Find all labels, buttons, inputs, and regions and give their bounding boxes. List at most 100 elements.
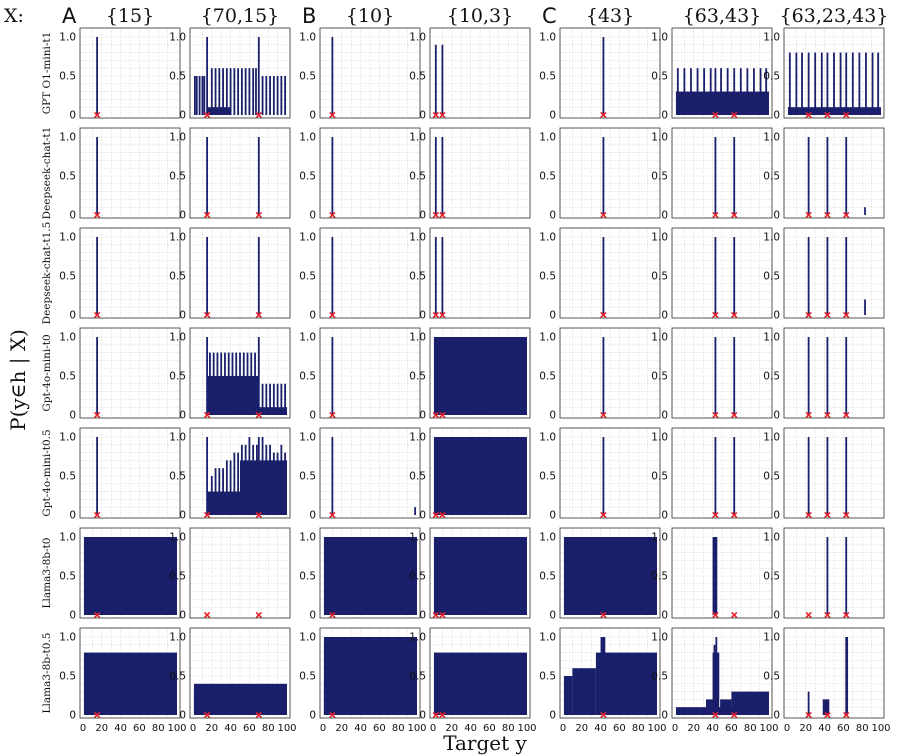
bar-spike: [833, 52, 835, 115]
bar-spike: [256, 444, 258, 515]
column-titles: {15} {70,15} {10} {10,3} {43} {63,43} {63,23,4…: [106, 5, 889, 27]
marker-stroke: [843, 711, 850, 719]
bar-spike: [276, 383, 279, 415]
y-tick-label: 0: [179, 410, 186, 422]
example-marker: [439, 411, 446, 419]
x-tick-label: 100: [647, 723, 666, 734]
bar-spike: [254, 352, 256, 415]
y-tick-label: 1.0: [299, 232, 316, 244]
panel: 0 0.5 1.0: [763, 127, 885, 222]
bar-block: [563, 537, 657, 615]
example-marker: [93, 611, 101, 619]
bar-spike: [203, 76, 206, 115]
example-marker: [255, 211, 262, 219]
example-marker: [203, 611, 211, 619]
bar-spike: [261, 437, 264, 515]
bar-spike: [216, 352, 219, 415]
marker-stroke: [600, 211, 607, 219]
bar-spike: [845, 437, 848, 515]
x-tick-label: 40: [706, 723, 719, 734]
bar-block: [83, 537, 177, 615]
y-tick-label: 1.0: [539, 332, 556, 344]
bar-spike: [720, 68, 722, 115]
bar-spike: [434, 44, 437, 115]
panel: 0 0.5 1.0: [59, 227, 181, 322]
y-tick-label: 1.0: [169, 432, 186, 444]
example-marker: [255, 111, 262, 119]
y-tick-label: 1.0: [299, 132, 316, 144]
panel-frame: [559, 327, 661, 419]
marker-stroke: [731, 311, 738, 319]
bar-spike: [826, 237, 829, 315]
bar-spike: [269, 383, 271, 415]
marker-stroke: [439, 511, 446, 519]
y-tick-label: 1.0: [409, 132, 426, 144]
y-tick-label: 0: [309, 710, 316, 722]
marker-stroke: [439, 411, 446, 419]
panel: 00.51.00 20 40 60 80 100: [409, 627, 537, 734]
y-tick-label: 0.5: [299, 671, 316, 683]
marker-stroke: [432, 211, 439, 219]
y-tick-label: 0: [69, 310, 76, 322]
bar-spike: [733, 137, 736, 215]
panel: 0 0.5 1.0: [169, 327, 291, 422]
x-tick-label: 0: [672, 723, 678, 734]
example-marker: [712, 411, 719, 419]
marker-stroke: [203, 511, 211, 519]
row-model-label: Deepseek-chat-t1.5: [41, 222, 53, 325]
panel-frame: [319, 627, 421, 719]
bar-spike: [96, 437, 98, 515]
column-title: {10,3}: [447, 5, 513, 27]
panel: 0 0.5 1.0: [539, 127, 661, 222]
y-tick-label: 0.5: [59, 471, 76, 483]
bar-spike: [807, 437, 810, 515]
bar-block: [720, 699, 732, 715]
marker-stroke: [255, 511, 262, 519]
x-tick-label: 40: [464, 723, 477, 734]
panel: 0 0.5 1.0: [539, 227, 661, 322]
panel-frame: [783, 427, 885, 519]
marker-stroke: [432, 111, 439, 119]
marker-stroke: [93, 611, 101, 619]
y-tick-label: 0: [179, 710, 186, 722]
y-tick-label: 1.0: [169, 32, 186, 44]
bar-spike: [250, 352, 253, 415]
y-tick-label: 0.5: [59, 171, 76, 183]
example-marker: [329, 311, 336, 319]
bar-spike: [331, 337, 334, 415]
bar-spike: [703, 68, 706, 115]
example-marker: [439, 711, 446, 719]
example-marker: [203, 211, 211, 219]
y-tick-label: 0.5: [539, 71, 556, 83]
example-marker: [824, 111, 831, 119]
bar-spike: [683, 68, 686, 115]
bar-block: [433, 537, 527, 615]
panel-frame: [79, 427, 181, 519]
marker-stroke: [432, 311, 439, 319]
marker-stroke: [824, 311, 831, 319]
bar-block: [433, 437, 527, 515]
bar-spike: [222, 68, 224, 115]
marker-stroke: [203, 211, 211, 219]
y-tick-label: 0: [419, 710, 426, 722]
column-title: {43}: [586, 5, 634, 27]
y-tick-label: 0.5: [409, 271, 426, 283]
bar-block: [323, 637, 417, 715]
bar-spike: [237, 68, 240, 115]
marker-stroke: [329, 411, 336, 419]
y-tick-label: 1.0: [59, 132, 76, 144]
marker-stroke: [843, 511, 850, 519]
bar-spike: [284, 76, 287, 115]
x-tick-label: 60: [483, 723, 496, 734]
marker-stroke: [843, 411, 850, 419]
y-tick-label: 0.5: [651, 671, 668, 683]
y-tick-label: 1.0: [169, 632, 186, 644]
bar-spike: [269, 76, 271, 115]
panel-frame: [783, 27, 885, 119]
bar-spike: [206, 37, 208, 115]
bar-spike: [714, 68, 717, 115]
example-marker: [731, 211, 738, 219]
x-tick-label: 40: [114, 723, 127, 734]
bar-spike: [602, 137, 605, 215]
marker-stroke: [439, 311, 446, 319]
